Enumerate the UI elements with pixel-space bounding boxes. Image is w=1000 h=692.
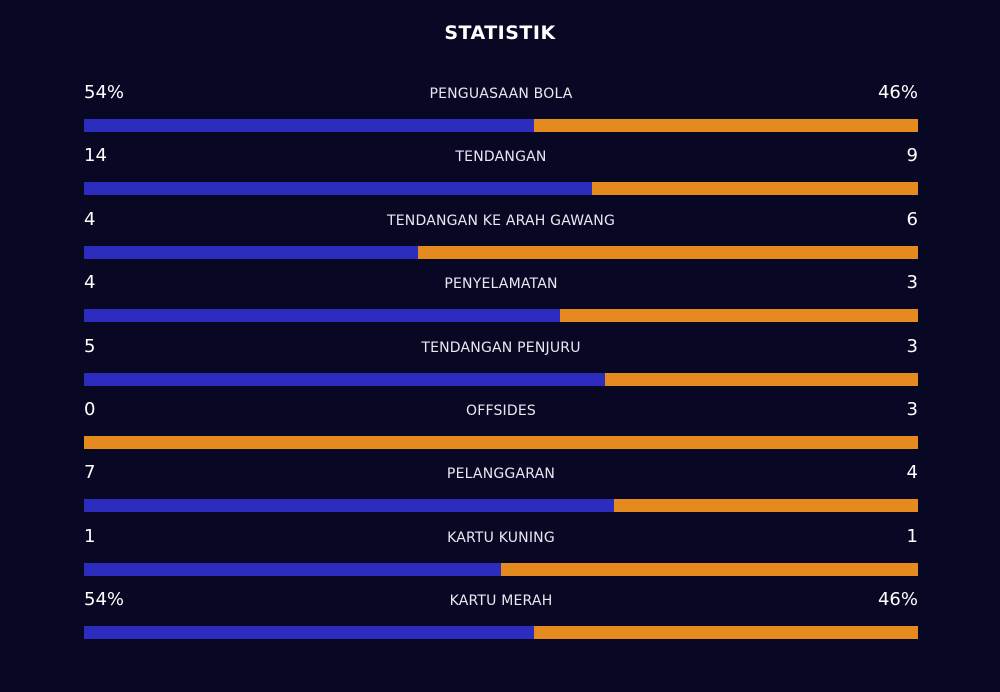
stat-away-value: 46%	[877, 82, 918, 103]
stat-bar	[84, 436, 918, 449]
stat-home-value: 5	[84, 335, 96, 357]
stat-bar	[84, 245, 918, 259]
stat-row: 54% PENGUASAAN BOLA 46%	[84, 82, 918, 138]
stat-away-value: 46%	[877, 589, 918, 611]
stat-bar	[84, 562, 918, 576]
stat-away-value: 3	[906, 399, 918, 420]
stat-away-value: 6	[906, 208, 918, 230]
stat-away-value: 1	[906, 525, 918, 547]
stat-away-value: 9	[906, 145, 918, 167]
stat-row: 54% KARTU MERAH 46%	[84, 589, 918, 645]
stat-home-value: 14	[84, 145, 107, 167]
stat-row: 4 PENYELAMATAN 3	[84, 272, 918, 328]
stat-bar	[84, 309, 918, 323]
stat-label: OFFSIDES	[465, 403, 536, 419]
stat-label: TENDANGAN PENJURU	[421, 339, 581, 356]
stat-home-value: 1	[84, 525, 96, 547]
stat-bar-home-fill	[84, 182, 592, 196]
stat-home-value: 4	[84, 272, 96, 294]
stat-row: 7 PELANGGARAN 4	[84, 462, 918, 518]
stat-home-value: 4	[84, 208, 96, 230]
stat-bar-home-fill	[84, 309, 560, 323]
stat-home-value: 54%	[84, 82, 125, 103]
stats-title: STATISTIK	[444, 22, 556, 44]
stat-home-value: 54%	[84, 589, 125, 611]
stat-bar	[84, 626, 918, 640]
stat-row: 5 TENDANGAN PENJURU 3	[84, 336, 918, 392]
stat-away-value: 3	[906, 335, 918, 357]
stat-bar-home-fill	[84, 626, 534, 640]
stat-bar-home-fill	[84, 119, 534, 132]
stat-row: 0 OFFSIDES 3	[84, 399, 918, 455]
stat-bar-home-fill	[84, 499, 614, 513]
stat-label: KARTU MERAH	[449, 593, 553, 610]
stat-bar-home-fill	[84, 562, 501, 576]
stat-away-value: 4	[906, 462, 918, 484]
stat-label: PENYELAMATAN	[444, 276, 558, 293]
stat-row: 1 KARTU KUNING 1	[84, 526, 918, 582]
stat-row: 4 TENDANGAN KE ARAH GAWANG 6	[84, 209, 918, 265]
stat-bar	[84, 372, 918, 386]
stat-label: PELANGGARAN	[446, 466, 556, 483]
stat-label: TENDANGAN	[455, 149, 547, 166]
stat-label: PENGUASAAN BOLA	[429, 86, 573, 102]
stat-bar	[84, 182, 918, 196]
stat-label: KARTU KUNING	[447, 529, 555, 546]
stat-bar-home-fill	[84, 245, 418, 259]
stat-bar-home-fill	[84, 372, 605, 386]
stat-bar	[84, 119, 918, 132]
stat-home-value: 7	[84, 462, 96, 484]
stat-bar	[84, 499, 918, 513]
stat-row: 14 TENDANGAN 9	[84, 145, 918, 201]
stat-label: TENDANGAN KE ARAH GAWANG	[386, 212, 615, 229]
stat-home-value: 0	[84, 399, 96, 420]
stat-away-value: 3	[906, 272, 918, 294]
